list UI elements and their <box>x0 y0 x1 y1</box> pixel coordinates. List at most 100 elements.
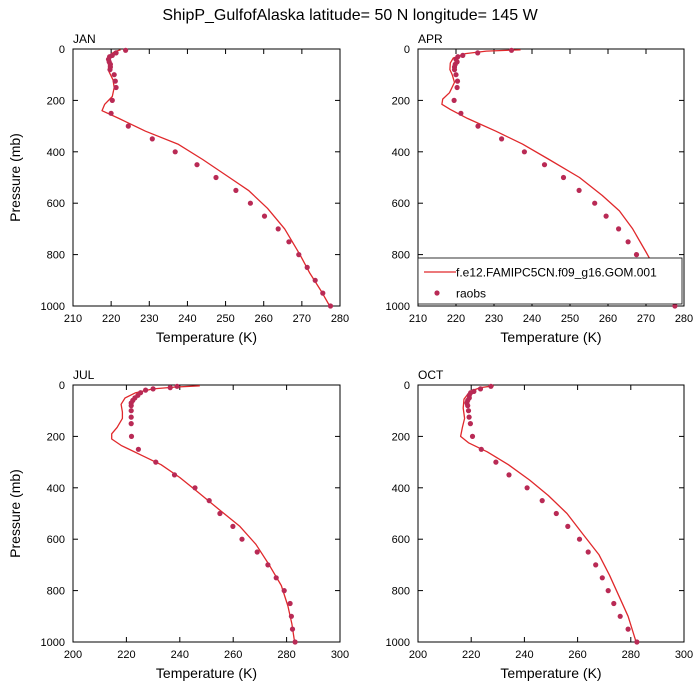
panel-oct: 200 220 240 260 280 300 0 200 400 600 800 1000 OCT Te… <box>386 368 694 681</box>
y-tick-label: 400 <box>392 147 410 159</box>
raobs-point <box>109 97 115 103</box>
legend: f.e12.FAMIPC5CN.f09_g16.GOM.001 raobs <box>417 257 683 305</box>
raobs-point <box>625 626 631 632</box>
x-tick-label: 280 <box>277 649 295 661</box>
raobs-point <box>499 136 505 142</box>
raobs-point <box>320 290 326 296</box>
x-tick-label: 200 <box>64 649 82 661</box>
x-tick-label: 280 <box>331 313 349 325</box>
x-tick-label: 300 <box>331 649 349 661</box>
x-tick-label: 250 <box>216 313 234 325</box>
x-tick-label: 300 <box>675 649 693 661</box>
raobs-point <box>286 239 292 245</box>
raobs-point <box>592 200 598 206</box>
legend-obs-label: raobs <box>456 287 486 301</box>
raobs-point <box>617 613 623 619</box>
raobs-point <box>112 78 118 84</box>
raobs-point <box>111 72 117 78</box>
raobs-point <box>287 600 293 607</box>
raobs-point <box>254 549 260 555</box>
y-tick-label: 200 <box>392 95 410 107</box>
raobs-point <box>289 626 296 632</box>
y-tick-label: 800 <box>47 250 65 262</box>
raobs-point <box>465 408 472 414</box>
x-tick-label: 200 <box>409 649 427 661</box>
raobs-point <box>150 386 156 392</box>
raobs-point <box>174 383 180 389</box>
raobs-point <box>123 47 129 53</box>
panel-jan: 210 220 230 240 250 260 270 280 0 200 400 600 800 100… <box>7 32 349 345</box>
raobs-point <box>453 72 459 78</box>
raobs-point <box>135 446 141 452</box>
x-tick-label: 240 <box>515 649 533 661</box>
raobs-point <box>475 123 481 129</box>
raobs-point <box>478 446 484 452</box>
y-tick-label: 600 <box>47 198 65 210</box>
raobs-point <box>172 149 178 155</box>
raobs-point <box>128 403 134 409</box>
raobs-point <box>553 510 559 517</box>
y-tick-label: 0 <box>404 380 410 392</box>
y-tick-label: 0 <box>404 44 410 56</box>
raobs-point <box>451 67 458 73</box>
x-tick-label: 220 <box>117 649 135 661</box>
raobs-point <box>296 252 302 258</box>
raobs-point <box>625 239 631 245</box>
x-tick-label: 260 <box>224 649 242 661</box>
x-axis-label: Temperature (K) <box>156 665 257 681</box>
raobs-point <box>454 84 460 91</box>
plot-frame <box>417 48 685 307</box>
raobs-point <box>261 213 268 219</box>
x-axis-label: Temperature (K) <box>500 329 601 345</box>
y-tick-label: 1000 <box>41 637 65 649</box>
raobs-point <box>113 50 119 56</box>
y-tick-label: 400 <box>47 147 65 159</box>
raobs-point <box>304 264 310 270</box>
raobs-point <box>634 639 640 645</box>
raobs-point <box>273 575 279 581</box>
x-tick-label: 220 <box>462 649 480 661</box>
raobs-point <box>327 303 334 309</box>
x-tick-label: 240 <box>171 649 189 661</box>
raobs-point <box>467 421 473 427</box>
x-tick-label: 220 <box>102 313 120 325</box>
raobs-point <box>128 433 135 439</box>
raobs-point <box>521 149 528 155</box>
y-tick-label: 800 <box>392 586 410 598</box>
y-tick-label: 200 <box>392 431 410 443</box>
y-tick-label: 600 <box>392 534 410 546</box>
x-tick-label: 270 <box>293 313 311 325</box>
raobs-point <box>247 200 253 206</box>
legend-box <box>417 257 683 305</box>
raobs-point <box>281 588 287 594</box>
y-tick-label: 800 <box>47 586 65 598</box>
x-tick-label: 230 <box>485 313 503 325</box>
raobs-point <box>616 226 622 232</box>
y-tick-label: 400 <box>47 483 65 495</box>
raobs-point <box>541 162 548 168</box>
raobs-point <box>469 433 476 439</box>
raobs-point <box>125 123 131 129</box>
raobs-point <box>128 408 134 414</box>
raobs-point <box>312 277 318 283</box>
raobs-point <box>213 174 219 181</box>
raobs-point <box>143 387 149 393</box>
raobs-point <box>466 414 472 420</box>
raobs-point <box>576 536 583 542</box>
y-tick-label: 600 <box>392 198 410 210</box>
x-tick-label: 260 <box>599 313 617 325</box>
panel-jul: 200 220 240 260 280 300 0 200 400 600 800 1000 JUL Te… <box>7 368 349 681</box>
raobs-point <box>508 47 515 53</box>
y-tick-label: 400 <box>392 483 410 495</box>
y-tick-label: 800 <box>392 250 410 262</box>
x-tick-label: 240 <box>523 313 541 325</box>
raobs-point <box>454 78 461 84</box>
y-tick-label: 1000 <box>41 301 65 313</box>
raobs-point <box>128 421 134 427</box>
x-tick-label: 270 <box>637 313 655 325</box>
raobs-point <box>153 459 159 465</box>
raobs-point <box>239 536 245 542</box>
panel-apr: 210 220 230 240 250 260 270 280 0 200 400 600 800 100… <box>386 32 694 345</box>
raobs-point <box>149 136 155 142</box>
raobs-point <box>565 523 571 530</box>
